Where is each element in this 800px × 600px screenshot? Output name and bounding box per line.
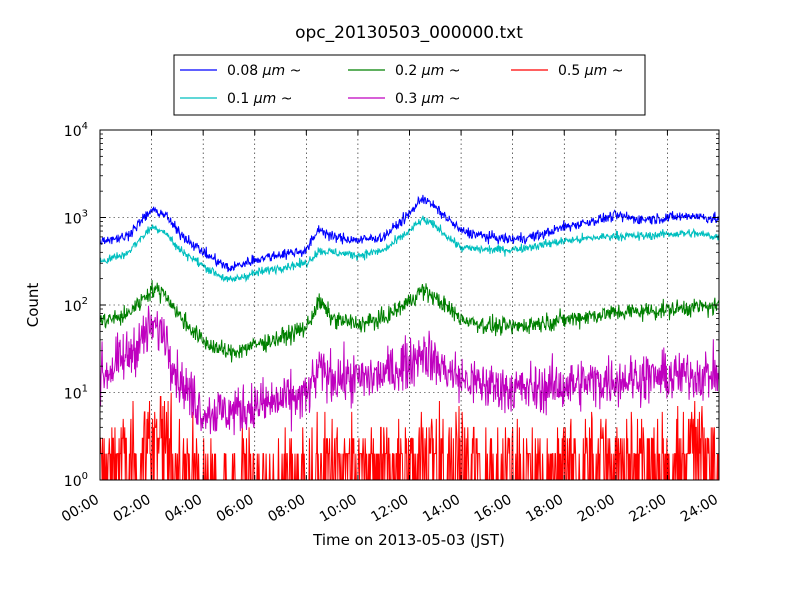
legend-unit: μm (262, 63, 286, 79)
legend-unit: μm (584, 63, 608, 79)
legend-label-3: 0.3 μm ~ (395, 91, 460, 107)
legend-label-2: 0.2 μm ~ (395, 63, 460, 79)
legend-suffix: ~ (612, 63, 624, 79)
legend-size: 0.2 (395, 63, 417, 79)
y-tick-base: 10 (64, 299, 82, 315)
chart-title: opc_20130503_000000.txt (295, 23, 523, 43)
legend-unit: μm (421, 63, 445, 79)
series-line-0 (100, 194, 719, 273)
legend-size: 0.1 (227, 91, 249, 107)
legend-box (173, 54, 646, 116)
legend-label-0: 0.08 μm ~ (227, 63, 301, 79)
y-tick-exponent: 0 (82, 471, 88, 482)
y-tick-exponent: 2 (82, 296, 88, 307)
legend-suffix: ~ (290, 63, 302, 79)
y-tick-exponent: 1 (82, 384, 88, 395)
legend-size: 0.5 (558, 63, 580, 79)
x-axis-label: Time on 2013-05-03 (JST) (312, 531, 505, 549)
legend-unit: μm (421, 91, 445, 107)
series-line-4 (100, 392, 719, 480)
y-tick-label: 103 (64, 209, 88, 228)
y-tick-base: 10 (64, 124, 82, 140)
y-tick-label: 100 (64, 471, 88, 490)
y-axis-label: Count (24, 283, 42, 328)
legend: 0.08 μm ~0.1 μm ~0.2 μm ~0.3 μm ~0.5 μm … (173, 54, 646, 116)
legend-suffix: ~ (449, 63, 461, 79)
legend-label-4: 0.5 μm ~ (558, 63, 623, 79)
y-tick-exponent: 3 (82, 209, 88, 220)
legend-suffix: ~ (449, 91, 461, 107)
y-tick-base: 10 (64, 474, 82, 490)
legend-unit: μm (253, 91, 277, 107)
y-tick-base: 10 (64, 387, 82, 403)
legend-size: 0.3 (395, 91, 417, 107)
legend-size: 0.08 (227, 63, 258, 79)
legend-label-1: 0.1 μm ~ (227, 91, 292, 107)
y-tick-label: 101 (64, 384, 88, 403)
legend-suffix: ~ (281, 91, 293, 107)
y-tick-exponent: 4 (82, 121, 88, 132)
y-tick-label: 102 (64, 296, 88, 315)
y-tick-base: 10 (64, 212, 82, 228)
y-tick-label: 104 (64, 121, 88, 140)
